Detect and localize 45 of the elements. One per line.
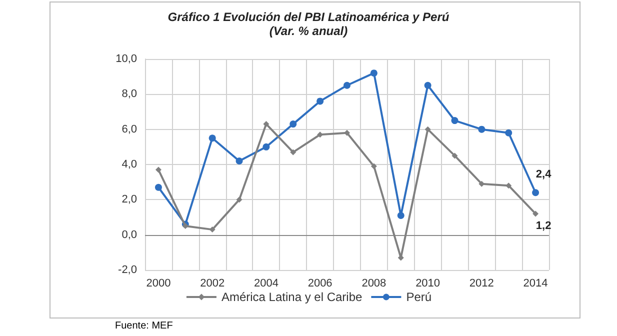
point (154, 184, 162, 191)
point (478, 126, 486, 133)
point (532, 210, 539, 217)
point (370, 70, 378, 77)
point (370, 163, 377, 170)
x-tick-label: 2004 (254, 278, 278, 290)
point (155, 166, 162, 173)
point (316, 98, 324, 105)
x-tick-label: 2012 (469, 278, 494, 290)
source-note: Fuente: MEF (115, 320, 173, 332)
point (236, 196, 242, 203)
y-tick-label: 10,0 (116, 53, 137, 65)
y-tick-label: 4,0 (122, 158, 137, 170)
chart-subtitle: (Var. % anual) (269, 24, 348, 38)
point (397, 212, 404, 219)
point (236, 157, 243, 164)
x-tick-label: 2010 (416, 278, 440, 290)
point (424, 82, 432, 89)
data-label: 2,4 (536, 168, 552, 181)
x-tick-label: 2000 (146, 278, 171, 290)
x-tick-label: 2002 (200, 278, 225, 290)
data-label: 1,2 (536, 220, 552, 232)
point (505, 129, 512, 136)
point (263, 121, 270, 128)
legend-label: América Latina y el Caribe (221, 290, 363, 304)
point (262, 143, 270, 150)
point (290, 149, 296, 156)
point (451, 117, 458, 124)
point (452, 152, 458, 159)
point (182, 223, 188, 230)
point (208, 134, 216, 142)
point (290, 120, 297, 128)
y-tick-label: 6,0 (122, 123, 137, 136)
x-tick-label: 2008 (362, 278, 386, 290)
point (344, 82, 350, 89)
point (424, 126, 431, 132)
y-tick-label: 2,0 (122, 194, 137, 206)
legend-label: Perú (406, 290, 432, 304)
point (532, 189, 540, 196)
y-tick-label: 8,0 (122, 88, 137, 100)
x-tick-label: 2006 (308, 278, 332, 290)
y-tick-label: 0,0 (122, 228, 137, 241)
chart-title: Gráfico 1 Evolución del PBI Latinoamérica y Perú (168, 10, 450, 24)
y-tick-label: -2,0 (118, 264, 137, 276)
x-tick-label: 2014 (523, 278, 548, 290)
